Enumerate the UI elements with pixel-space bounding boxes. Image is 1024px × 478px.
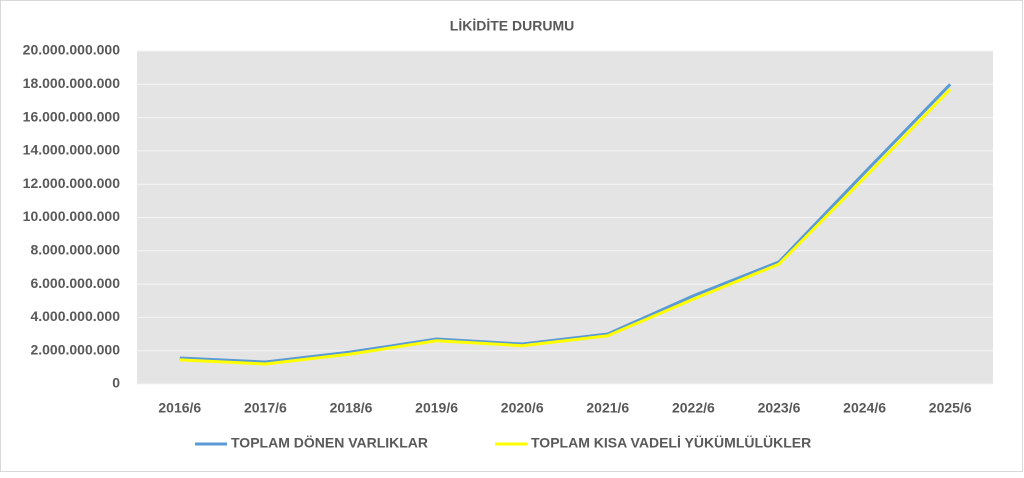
y-tick-label: 0 <box>112 375 120 391</box>
x-tick-label: 2023/6 <box>758 400 801 416</box>
y-tick-label: 16.000.000.000 <box>23 108 121 124</box>
series-line <box>179 88 952 366</box>
x-tick-label: 2024/6 <box>843 400 886 416</box>
x-tick-label: 2018/6 <box>330 400 373 416</box>
x-tick-label: 2025/6 <box>929 400 972 416</box>
x-tick-label: 2020/6 <box>501 400 544 416</box>
series-line <box>179 83 952 364</box>
x-tick-label: 2016/6 <box>158 400 201 416</box>
x-tick-label: 2019/6 <box>415 400 458 416</box>
y-tick-label: 10.000.000.000 <box>23 208 121 224</box>
y-tick-label: 20.000.000.000 <box>23 42 121 58</box>
y-tick-label: 12.000.000.000 <box>23 175 121 191</box>
y-tick-label: 2.000.000.000 <box>30 341 120 357</box>
x-tick-label: 2022/6 <box>672 400 715 416</box>
x-tick-label: 2017/6 <box>244 400 287 416</box>
y-tick-label: 8.000.000.000 <box>30 242 120 258</box>
x-tick-label: 2021/6 <box>586 400 629 416</box>
y-tick-label: 18.000.000.000 <box>23 75 121 91</box>
legend-label: TOPLAM KISA VADELİ YÜKÜMLÜLÜKLER <box>531 435 811 451</box>
chart-title: LİKİDİTE DURUMU <box>450 18 574 34</box>
y-tick-label: 4.000.000.000 <box>30 308 120 324</box>
legend-label: TOPLAM DÖNEN VARLIKLAR <box>231 435 428 451</box>
y-tick-label: 6.000.000.000 <box>30 275 120 291</box>
y-tick-label: 14.000.000.000 <box>23 142 121 158</box>
